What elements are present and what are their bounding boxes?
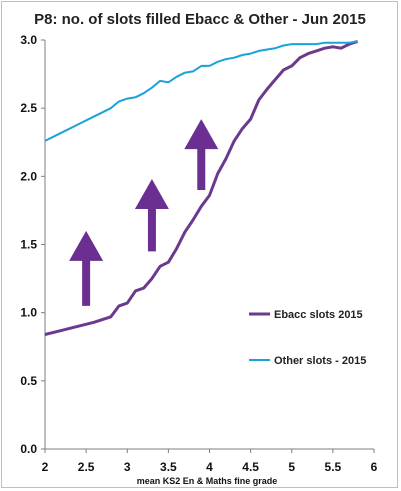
y-tick-label: 2.0 [20, 169, 37, 183]
y-tick-label: 0.0 [20, 442, 37, 456]
x-tick-label: 2 [42, 460, 49, 474]
y-tick-label: 1.5 [20, 238, 37, 252]
annotation-arrows [69, 119, 219, 306]
up-arrow-icon [69, 230, 104, 306]
x-tick-label: 4.5 [242, 460, 259, 474]
chart-title: P8: no. of slots filled Ebacc & Other - … [34, 11, 366, 28]
x-tick-label: 2.5 [78, 460, 95, 474]
series-lines [44, 39, 359, 336]
series-line-other [44, 40, 358, 142]
legend-label: Ebacc slots 2015 [274, 309, 363, 321]
y-tick-label: 1.0 [20, 306, 37, 320]
x-tick-label: 5 [288, 460, 295, 474]
up-arrow-icon [184, 119, 219, 190]
x-tick-label: 3 [124, 460, 131, 474]
up-arrow-icon [134, 179, 169, 252]
x-tick-label: 6 [371, 460, 378, 474]
x-tick-label: 4 [206, 460, 213, 474]
x-tick-label: 5.5 [325, 460, 342, 474]
y-tick-label: 3.0 [20, 33, 37, 47]
series-line-ebacc [44, 39, 359, 336]
legend-label: Other slots - 2015 [274, 355, 366, 367]
y-tick-label: 2.5 [20, 101, 37, 115]
x-axis-label: mean KS2 En & Maths fine grade [137, 476, 278, 486]
axes: 0.0 0.5 1.0 1.5 2.0 2.5 3.0 2 2.5 3 3.5 4 4.5 5 5.5 6 [20, 33, 377, 474]
y-tick-label: 0.5 [20, 374, 37, 388]
x-tick-label: 3.5 [160, 460, 177, 474]
legend: Ebacc slots 2015 Other slots - 2015 [249, 309, 366, 367]
